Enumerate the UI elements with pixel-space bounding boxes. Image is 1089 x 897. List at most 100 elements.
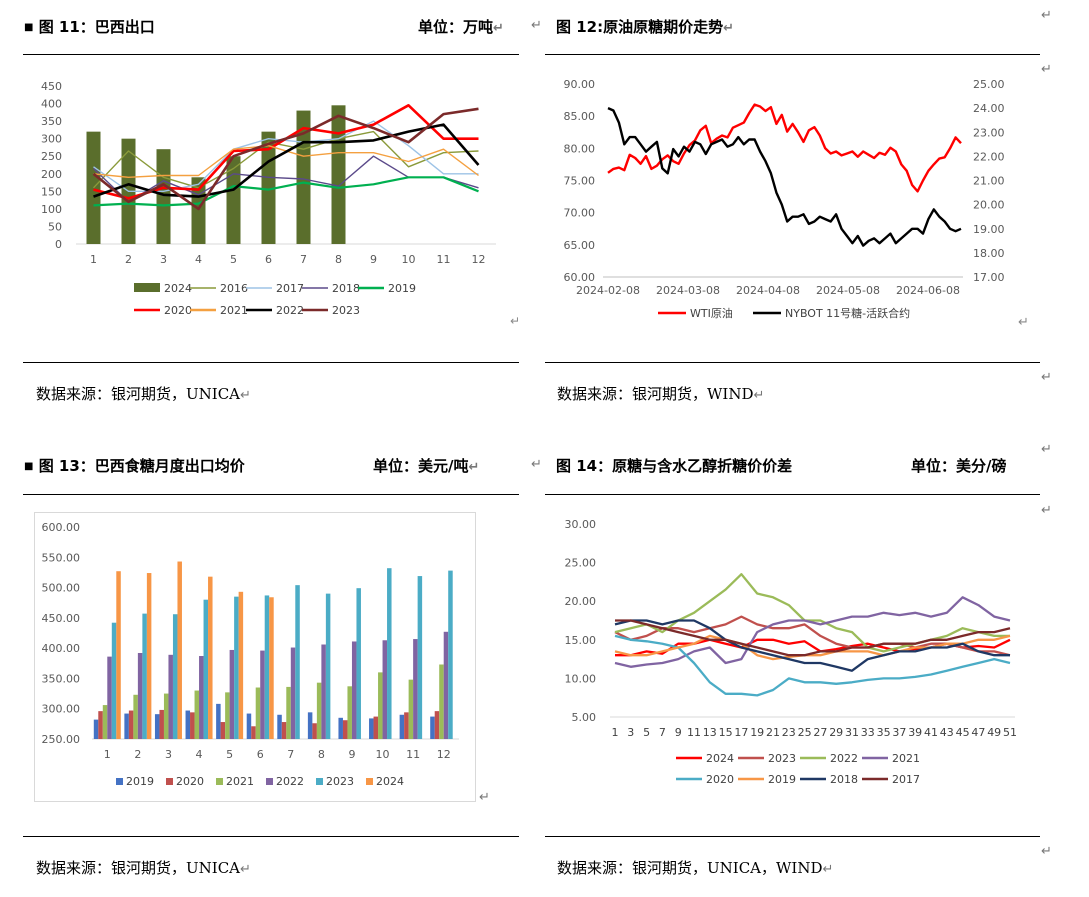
fig13-ytick: 550.00 <box>42 551 81 564</box>
fig14-line-2022 <box>614 573 1010 653</box>
fig13-legend-swatch <box>266 778 273 785</box>
fig12-left-ytick: 80.00 <box>564 142 596 155</box>
fig11-legend-label: 2024 <box>164 282 192 295</box>
fig11-title-text: 图 11：巴西出口 <box>38 18 155 36</box>
fig14-line-2018 <box>614 619 1010 672</box>
fig14-ytick: 20.00 <box>565 595 597 608</box>
fig13-bar-2021 <box>194 690 200 739</box>
fig13-ytick: 250.00 <box>42 733 81 746</box>
fig14-xtick: 41 <box>924 726 938 739</box>
fig11-marker: ■ <box>24 22 34 33</box>
fig11-line-2018 <box>93 155 479 203</box>
fig13-xtick: 12 <box>437 748 451 761</box>
fig11-line-2022 <box>93 123 480 198</box>
fig11-ytick: 250 <box>41 150 62 163</box>
return-mark: ↵ <box>1041 8 1052 23</box>
fig11-xtick: 4 <box>195 253 202 266</box>
fig11-unit-text: 单位：万吨 <box>418 18 494 36</box>
fig11-xtick: 6 <box>265 253 272 266</box>
fig11-ytick: 350 <box>41 115 62 128</box>
fig14-legend-label: 2018 <box>830 773 858 786</box>
fig12-bottom-rule <box>545 362 1040 363</box>
fig13-bar-2022 <box>290 647 296 739</box>
fig12-xtick: 2024-05-08 <box>816 284 880 297</box>
fig13-legend-label: 2019 <box>126 775 154 788</box>
fig11-legend-label: 2018 <box>332 282 360 295</box>
fig11-ytick: 0 <box>55 238 62 251</box>
fig14-xtick: 3 <box>627 726 634 739</box>
fig13-bar-2019 <box>216 703 221 739</box>
fig14-ytick: 10.00 <box>565 672 597 685</box>
fig13-bar-2024 <box>238 591 244 739</box>
fig13-bar-2020 <box>159 709 164 739</box>
fig11-ytick: 450 <box>41 80 62 93</box>
fig12-xtick: 2024-02-08 <box>576 284 640 297</box>
fig11-bar-2024 <box>226 156 241 244</box>
fig11-legend-label: 2021 <box>220 304 248 317</box>
fig11-legend-label: 2022 <box>276 304 304 317</box>
fig13-xtick: 1 <box>104 748 111 761</box>
fig13-bar-2021 <box>102 705 108 739</box>
fig13-bar-2021 <box>378 672 383 739</box>
fig13-bar-2021 <box>163 693 169 739</box>
fig14-xtick: 43 <box>940 726 954 739</box>
return-mark: ↵ <box>1018 315 1029 330</box>
fig13-bar-2021 <box>408 679 414 739</box>
fig13-bar-2021 <box>225 692 230 739</box>
fig12-right-ytick: 21.00 <box>973 175 1005 188</box>
return-mark: ↵ <box>723 21 735 36</box>
fig14-xtick: 33 <box>861 726 875 739</box>
fig14-xtick: 47 <box>971 726 985 739</box>
fig14-legend-label: 2024 <box>706 752 734 765</box>
fig13-source-text: 数据来源：银河期货，UNICA <box>36 859 241 877</box>
fig13-bar-2022 <box>382 640 388 739</box>
return-mark: ↵ <box>510 314 518 328</box>
fig11-bar-2024 <box>331 105 346 244</box>
fig13-bar-2019 <box>430 716 435 739</box>
fig14-xtick: 35 <box>877 726 891 739</box>
return-mark: ↵ <box>1041 62 1052 77</box>
fig13-bar-2021 <box>255 687 261 739</box>
fig11-legend-label: 2017 <box>276 282 304 295</box>
fig11-bar-2024 <box>156 149 171 244</box>
fig12-source: 数据来源：银河期货，WIND↵ <box>557 383 764 404</box>
fig13-bar-2019 <box>338 717 343 739</box>
fig11-ytick: 50 <box>48 220 62 233</box>
fig13-bar-2020 <box>128 710 134 739</box>
return-mark: ↵ <box>1041 503 1052 518</box>
fig14-ytick: 15.00 <box>565 634 597 647</box>
fig13-bar-2022 <box>443 631 449 739</box>
fig13-bar-2023 <box>417 576 423 739</box>
fig13-bar-2024 <box>269 597 274 739</box>
fig14-xtick: 23 <box>782 726 796 739</box>
fig13-bar-2024 <box>116 571 121 739</box>
fig14-legend-label: 2022 <box>830 752 858 765</box>
fig12-right-ytick: 17.00 <box>973 271 1005 284</box>
fig14-xtick: 9 <box>675 726 682 739</box>
fig13-bar-2020 <box>342 720 348 739</box>
fig13-marker: ■ <box>24 461 34 472</box>
fig13-ytick: 450.00 <box>42 612 81 625</box>
fig13-unit-text: 单位：美元/吨 <box>373 457 469 475</box>
fig14-xtick: 15 <box>719 726 733 739</box>
fig12-xtick: 2024-03-08 <box>656 284 720 297</box>
fig14-ytick: 30.00 <box>565 518 597 531</box>
fig11-ytick: 400 <box>41 98 62 111</box>
fig13-bar-2023 <box>264 595 270 739</box>
fig12-right-ytick: 25.00 <box>973 78 1005 91</box>
fig13-xtick: 9 <box>348 748 355 761</box>
fig13-bar-2023 <box>234 596 239 739</box>
fig14-xtick: 21 <box>766 726 780 739</box>
fig13-xtick: 6 <box>257 748 264 761</box>
return-mark: ↵ <box>240 862 251 877</box>
fig13-xtick: 10 <box>376 748 390 761</box>
fig13-bar-2022 <box>168 654 173 739</box>
fig12-legend-label: NYBOT 11号糖-活跃合约 <box>785 306 910 320</box>
fig14-xtick: 51 <box>1003 726 1017 739</box>
fig13-bar-2022 <box>137 652 143 739</box>
fig13-ytick: 350.00 <box>42 672 81 685</box>
fig13-ytick: 500.00 <box>42 582 81 595</box>
fig11-top-rule <box>23 54 519 55</box>
fig13-bar-2021 <box>316 682 322 739</box>
fig14-xtick: 7 <box>659 726 666 739</box>
